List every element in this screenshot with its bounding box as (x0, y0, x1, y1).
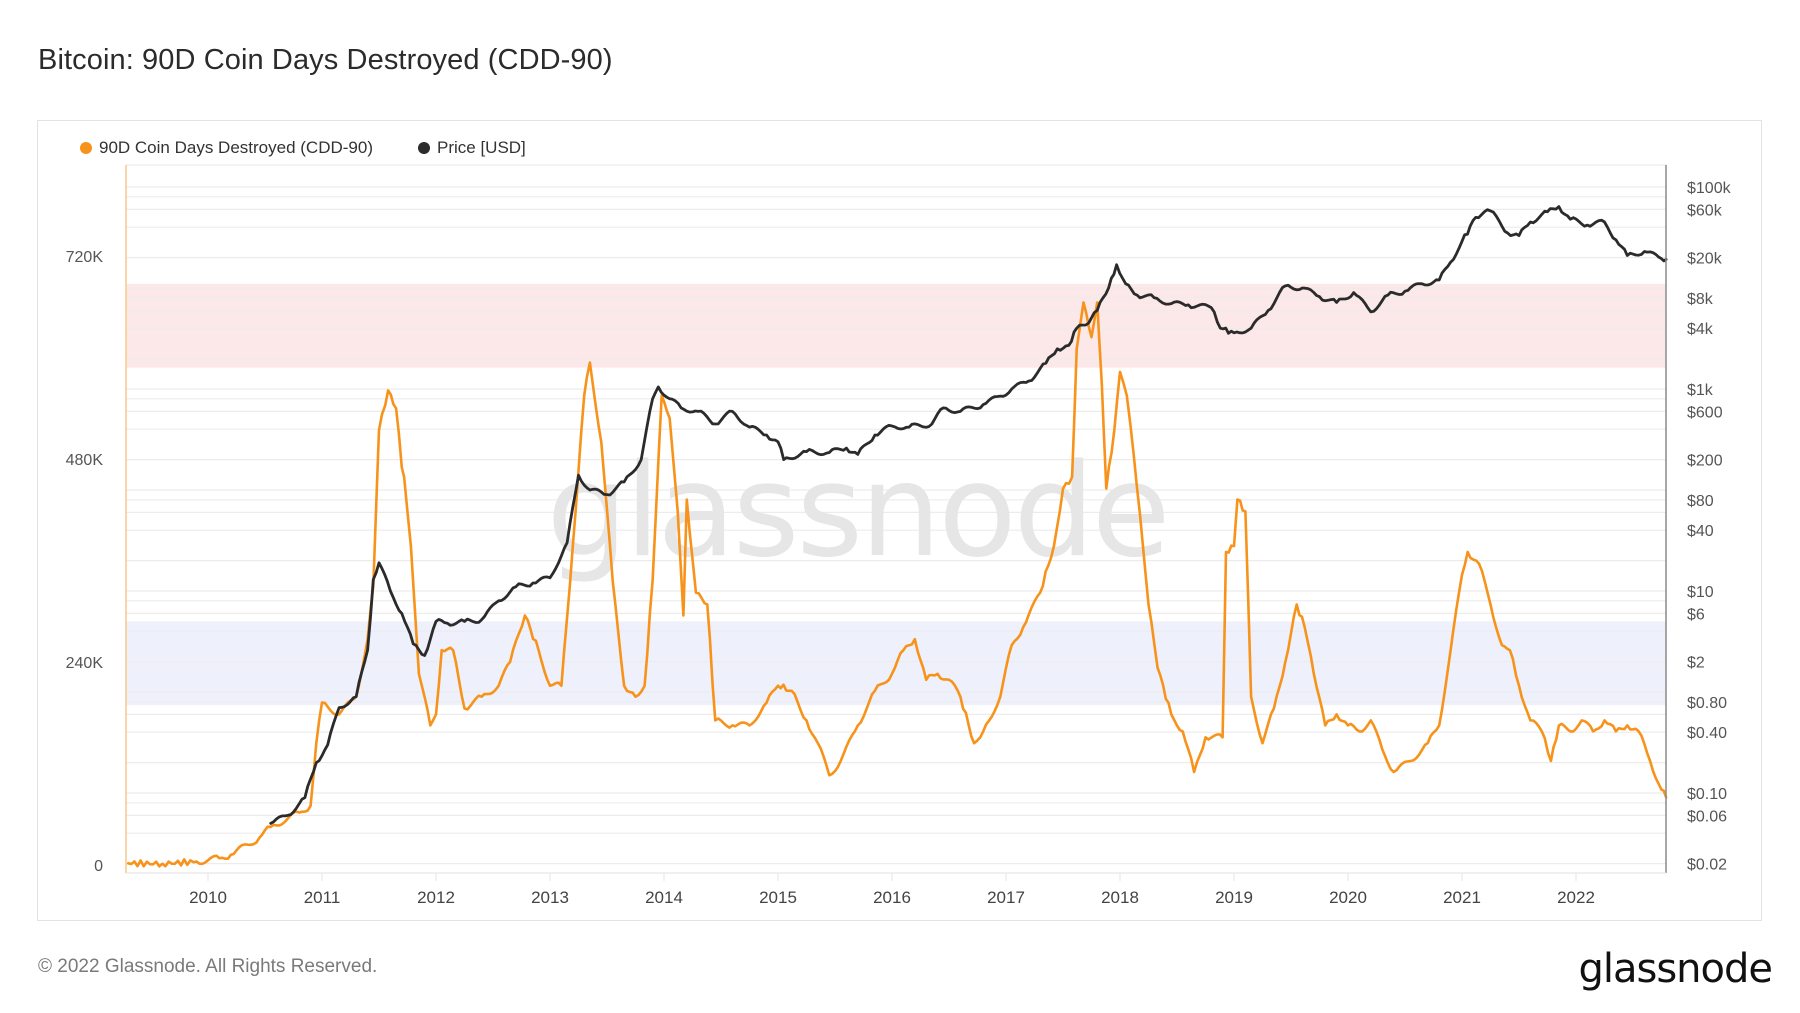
price-series-line (269, 205, 1668, 825)
y-right-tick-label: $1k (1687, 382, 1714, 399)
x-tick-label: 2012 (417, 888, 455, 907)
y-right-tick-label: $4k (1687, 321, 1714, 338)
y-right-tick-label: $200 (1687, 453, 1723, 470)
x-tick-label: 2019 (1215, 888, 1253, 907)
y-left-tick-label: 720K (66, 249, 104, 266)
x-tick-label: 2014 (645, 888, 683, 907)
x-tick-label: 2011 (304, 888, 341, 907)
x-tick-label: 2013 (531, 888, 569, 907)
copyright-footer: © 2022 Glassnode. All Rights Reserved. (38, 956, 378, 977)
x-tick-label: 2020 (1329, 888, 1367, 907)
y-right-tick-label: $8k (1687, 291, 1714, 308)
y-right-tick-label: $100k (1687, 180, 1732, 197)
legend-label-price: Price [USD] (436, 138, 526, 157)
y-right-tick-label: $600 (1687, 404, 1723, 421)
axes (125, 165, 1667, 874)
watermark: glassnode (546, 437, 1167, 586)
y-right-tick-label: $0.06 (1687, 808, 1727, 825)
y-right-tick-label: $2 (1687, 655, 1705, 672)
x-tick-label: 2021 (1443, 888, 1481, 907)
x-tick-label: 2015 (759, 888, 797, 907)
x-tick-label: 2022 (1557, 888, 1595, 907)
x-tick-label: 2018 (1101, 888, 1139, 907)
upper-band (126, 283, 1666, 368)
glassnode-logo: glassnode (1578, 946, 1773, 992)
x-tick-label: 2016 (873, 888, 911, 907)
y-right-tick-label: $20k (1687, 251, 1723, 268)
y-right-tick-label: $0.40 (1687, 725, 1727, 742)
legend-item-price[interactable]: Price [USD] (417, 138, 526, 158)
y-right-tick-label: $60k (1687, 202, 1723, 219)
y-left-tick-label: 240K (66, 655, 104, 672)
x-tick-label: 2017 (987, 888, 1025, 907)
legend: 90D Coin Days Destroyed (CDD-90) Price [… (80, 138, 571, 158)
y-right-tick-label: $40 (1687, 523, 1714, 540)
legend-item-cdd[interactable]: 90D Coin Days Destroyed (CDD-90) (80, 138, 373, 158)
y-axis-left-ticks: 0 240K 480K 720K (66, 249, 104, 875)
y-right-tick-label: $0.80 (1687, 695, 1727, 712)
y-right-tick-label: $6 (1687, 606, 1705, 623)
y-right-tick-label: $10 (1687, 584, 1714, 601)
page-title: Bitcoin: 90D Coin Days Destroyed (CDD-90… (38, 44, 613, 76)
legend-dot-cdd-icon (80, 142, 92, 154)
y-right-tick-label: $0.02 (1687, 857, 1727, 874)
series-lines (126, 205, 1668, 868)
chart-card (37, 120, 1762, 921)
y-left-tick-label: 0 (94, 858, 103, 875)
y-axis-right-ticks: $100k $60k $20k $8k $4k $1k $600 $200 $80 $40 $10 $… (1687, 180, 1732, 874)
x-axis-ticks: 2010 2011 2012 2013 2014 2015 2016 2017 2018 2019… (189, 873, 1595, 907)
x-tick-label: 2010 (189, 888, 227, 907)
y-right-tick-label: $0.10 (1687, 786, 1727, 803)
y-right-tick-label: $80 (1687, 493, 1714, 510)
legend-label-cdd: 90D Coin Days Destroyed (CDD-90) (99, 138, 373, 157)
legend-dot-price-icon (417, 142, 430, 154)
cdd-series-line (126, 301, 1668, 868)
y-left-tick-label: 480K (66, 452, 104, 469)
